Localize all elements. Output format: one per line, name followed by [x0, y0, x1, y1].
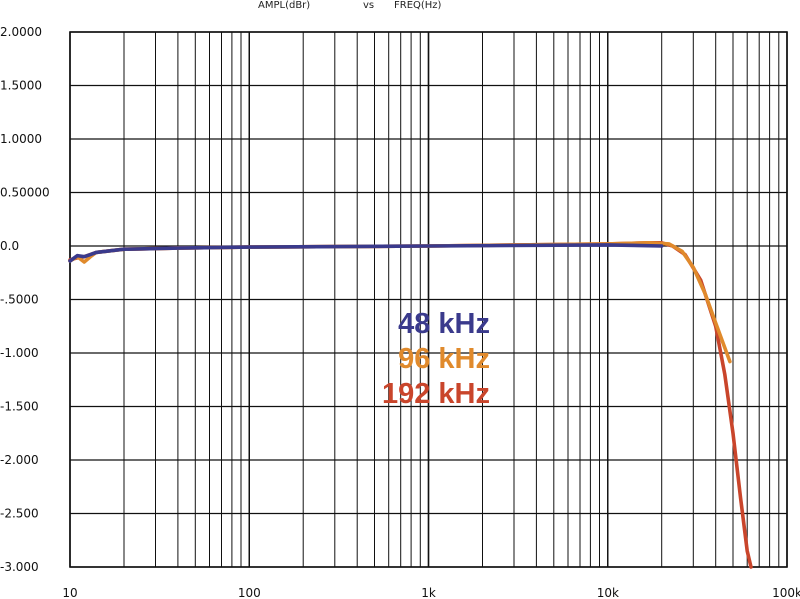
y-tick-label: 1.5000	[0, 79, 42, 93]
y-tick-label: 0.50000	[0, 186, 50, 200]
plot-frame	[69, 31, 788, 568]
x-tick-label: 10	[62, 586, 77, 599]
y-tick-label: -.5000	[0, 293, 39, 307]
y-tick-label: -2.500	[0, 507, 39, 521]
y-axis: 2.0000 1.5000 1.0000 0.50000 0.0 -.5000 -1.000…	[0, 25, 50, 574]
legend-item-192-khz: 192 kHz	[382, 378, 490, 410]
y-tick-label: -1.500	[0, 400, 39, 414]
chart-title-mid: vs	[363, 0, 374, 11]
y-tick-label: -2.000	[0, 453, 39, 467]
x-tick-label: 10k	[597, 586, 619, 599]
x-tick-label: 1k	[421, 586, 436, 599]
y-tick-label: -3.000	[0, 560, 39, 574]
series-group	[68, 241, 753, 569]
x-axis: 10 100 1k 10k 100k	[62, 586, 800, 599]
chart-title-right: FREQ(Hz)	[394, 0, 442, 11]
y-tick-label: 0.0	[0, 239, 19, 253]
legend-item-48-khz: 48 kHz	[398, 308, 490, 340]
y-tick-label: -1.000	[0, 346, 39, 360]
grid	[69, 31, 788, 568]
series-line-48-khz	[68, 243, 664, 263]
legend-item-96-khz: 96 kHz	[398, 343, 490, 375]
y-tick-label: 2.0000	[0, 25, 42, 39]
x-tick-label: 100k	[772, 586, 800, 599]
chart-title-left: AMPL(dBr)	[258, 0, 310, 11]
y-tick-label: 1.0000	[0, 132, 42, 146]
x-tick-label: 100	[238, 586, 261, 599]
